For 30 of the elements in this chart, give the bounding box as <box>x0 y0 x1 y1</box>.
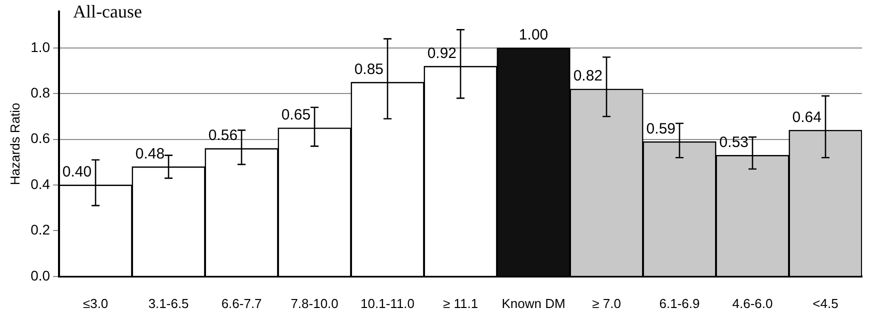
y-tick-label: 0.8 <box>30 84 50 100</box>
x-tick-label: 4.6-6.0 <box>732 296 773 311</box>
data-label: 0.48 <box>135 145 165 162</box>
data-label: 1.00 <box>518 26 548 44</box>
x-tick-label: Known DM <box>502 296 566 311</box>
x-tick-label: ≥ 7.0 <box>592 296 621 311</box>
x-tick-label: 7.8-10.0 <box>290 296 338 311</box>
data-label: 0.64 <box>792 108 822 126</box>
y-axis-title: Hazards Ratio <box>7 102 22 186</box>
x-tick-label: 10.1-11.0 <box>360 296 415 311</box>
y-tick-label: 0.4 <box>30 176 50 192</box>
y-tick-label: 0.2 <box>30 222 50 238</box>
data-label: 0.59 <box>646 120 676 138</box>
data-label: 0.65 <box>281 106 311 124</box>
x-tick-label: 6.1-6.9 <box>659 296 700 311</box>
y-tick-label: 1.0 <box>30 38 50 55</box>
data-label: 0.85 <box>354 60 384 78</box>
data-label: 0.40 <box>62 164 92 181</box>
x-tick-label: 6.6-7.7 <box>221 296 262 311</box>
chart-title: All-cause <box>73 2 142 22</box>
data-label: 0.92 <box>427 44 457 62</box>
x-tick-label: 3.1-6.5 <box>148 296 189 311</box>
data-label: 0.53 <box>719 134 749 151</box>
x-tick-label: <4.5 <box>812 296 838 311</box>
y-tick-label: 0.6 <box>30 130 50 146</box>
x-tick-label: ≤3.0 <box>82 296 108 311</box>
y-tick-label: 0.0 <box>30 267 50 284</box>
data-label: 0.56 <box>208 127 238 144</box>
data-label: 0.82 <box>573 68 603 85</box>
x-tick-label: ≥ 11.1 <box>442 296 478 311</box>
